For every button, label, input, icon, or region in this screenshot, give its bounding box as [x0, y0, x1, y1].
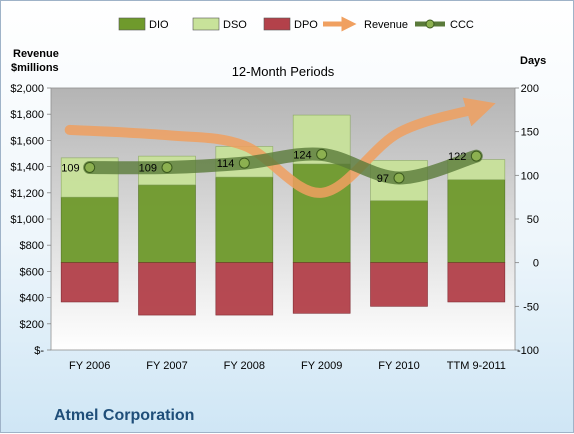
- bar-dio: [215, 176, 274, 263]
- chart-subtitle: 12-Month Periods: [232, 64, 335, 79]
- ccc-point: [161, 161, 173, 173]
- ccc-point: [316, 148, 328, 160]
- bar-dpo: [138, 262, 196, 316]
- revenue-line: [64, 97, 496, 198]
- bar-dio: [138, 184, 196, 263]
- left-axis-title-line1: Revenue: [13, 48, 59, 60]
- legend-swatch-dpo: [263, 17, 291, 31]
- legend-swatch-dso: [192, 17, 220, 31]
- left-axis-tick-label: $-: [34, 345, 44, 357]
- left-axis-tick-label: $800: [20, 240, 44, 252]
- right-axis-tick-label: 200: [521, 83, 539, 95]
- ccc-point: [470, 150, 482, 162]
- left-axis-title-line2: $millions: [11, 62, 59, 74]
- left-axis-tick-label: $400: [20, 293, 44, 305]
- right-axis-tick-label: 0: [533, 258, 539, 270]
- left-axis-tick-label: $2,000: [10, 83, 44, 95]
- legend-swatch-dio: [118, 17, 146, 31]
- ccc-data-label: 114: [217, 158, 235, 170]
- x-axis-tick-label: TTM 9-2011: [447, 360, 506, 372]
- bar-dpo: [370, 262, 428, 307]
- x-axis-tick-label: FY 2010: [378, 360, 419, 372]
- bar-dpo: [447, 262, 506, 303]
- x-axis-tick-label: FY 2008: [224, 360, 265, 372]
- x-axis-tick-label: FY 2009: [301, 360, 342, 372]
- bar-dio: [60, 196, 119, 263]
- right-axis-tick-label: 150: [521, 127, 539, 139]
- legend-label-dso: DSO: [223, 19, 247, 31]
- bar-dio: [370, 200, 428, 263]
- ccc-data-label: 124: [293, 149, 311, 161]
- left-axis-tick-label: $1,200: [10, 188, 44, 200]
- x-axis-tick-label: FY 2007: [146, 360, 187, 372]
- right-axis-tick-label: 50: [527, 214, 539, 226]
- left-axis-tick-label: $200: [20, 319, 44, 331]
- ccc-data-label: 109: [139, 162, 157, 174]
- legend-label-dpo: DPO: [294, 19, 318, 31]
- legend-label-ccc: CCC: [450, 19, 474, 31]
- left-axis-tick-label: $1,600: [10, 135, 44, 147]
- left-axis-tick-label: $1,000: [10, 214, 44, 226]
- right-axis-tick-label: -100: [517, 345, 539, 357]
- right-axis-tick-label: 100: [521, 170, 539, 182]
- right-axis-tick-label: -50: [523, 301, 539, 313]
- ccc-data-label: 109: [61, 162, 79, 174]
- ccc-point: [393, 172, 405, 184]
- ccc-point: [238, 157, 250, 169]
- bar-dpo: [292, 262, 351, 314]
- left-axis-tick-label: $1,800: [10, 109, 44, 121]
- left-axis-tick-label: $600: [20, 266, 44, 278]
- legend-marker-ccc: [425, 19, 435, 29]
- bar-dpo: [215, 262, 274, 316]
- x-axis-tick-label: FY 2006: [69, 360, 110, 372]
- company-name: Atmel Corporation: [54, 407, 195, 424]
- legend-label-revenue: Revenue: [364, 19, 408, 31]
- bar-dpo: [60, 262, 119, 303]
- ccc-data-label: 122: [448, 151, 466, 163]
- ccc-point: [84, 161, 96, 173]
- bar-dio: [447, 179, 506, 263]
- ccc-data-label: 97: [377, 173, 389, 185]
- right-axis-title: Days: [520, 55, 546, 67]
- left-axis-tick-label: $1,400: [10, 162, 44, 174]
- legend-label-dio: DIO: [149, 19, 169, 31]
